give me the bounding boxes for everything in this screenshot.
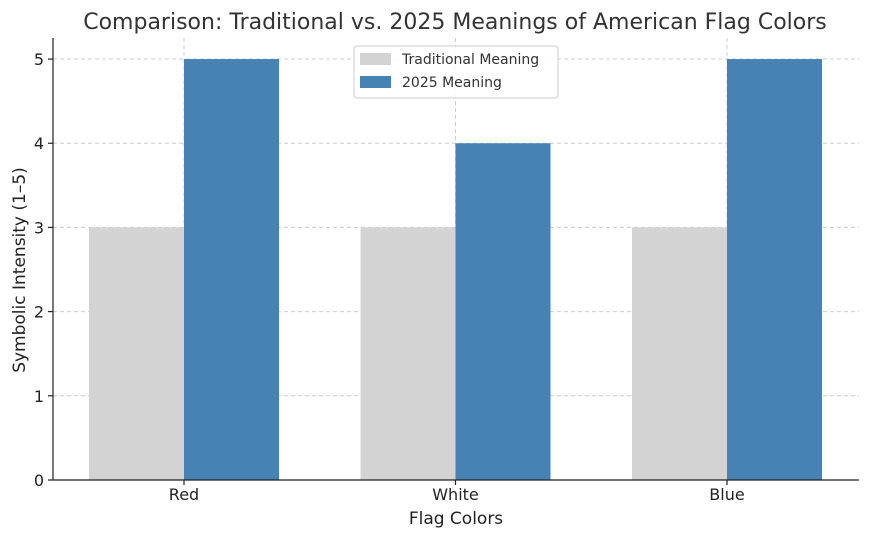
y-tick-label: 1 xyxy=(34,387,44,406)
y-tick-label: 4 xyxy=(34,134,44,153)
x-ticks: Red White Blue xyxy=(169,480,745,504)
legend: Traditional Meaning 2025 Meaning xyxy=(353,45,559,99)
chart-title: Comparison: Traditional vs. 2025 Meaning… xyxy=(83,10,827,35)
bar-traditional xyxy=(89,227,184,480)
x-tick-label: Blue xyxy=(709,485,744,504)
x-axis-label: Flag Colors xyxy=(409,509,503,529)
bar-traditional xyxy=(360,227,456,480)
legend-swatch-traditional xyxy=(360,53,391,65)
bar-2025 xyxy=(727,59,822,481)
x-tick-label: White xyxy=(432,485,479,504)
legend-frame xyxy=(353,45,559,99)
bars xyxy=(89,59,822,481)
y-ticks: 0 1 2 3 4 5 xyxy=(34,50,53,490)
legend-label-traditional: Traditional Meaning xyxy=(401,52,539,68)
x-tick-label: Red xyxy=(169,485,199,504)
y-tick-label: 2 xyxy=(34,303,44,322)
bar-2025 xyxy=(455,143,551,480)
y-tick-label: 0 xyxy=(34,471,44,490)
legend-swatch-2025 xyxy=(360,76,391,88)
legend-label-2025: 2025 Meaning xyxy=(402,75,502,91)
y-tick-label: 5 xyxy=(34,50,44,69)
y-tick-label: 3 xyxy=(34,218,44,237)
y-axis-label: Symbolic Intensity (1–5) xyxy=(10,167,30,373)
bar-2025 xyxy=(184,59,279,481)
bar-traditional xyxy=(632,227,727,480)
